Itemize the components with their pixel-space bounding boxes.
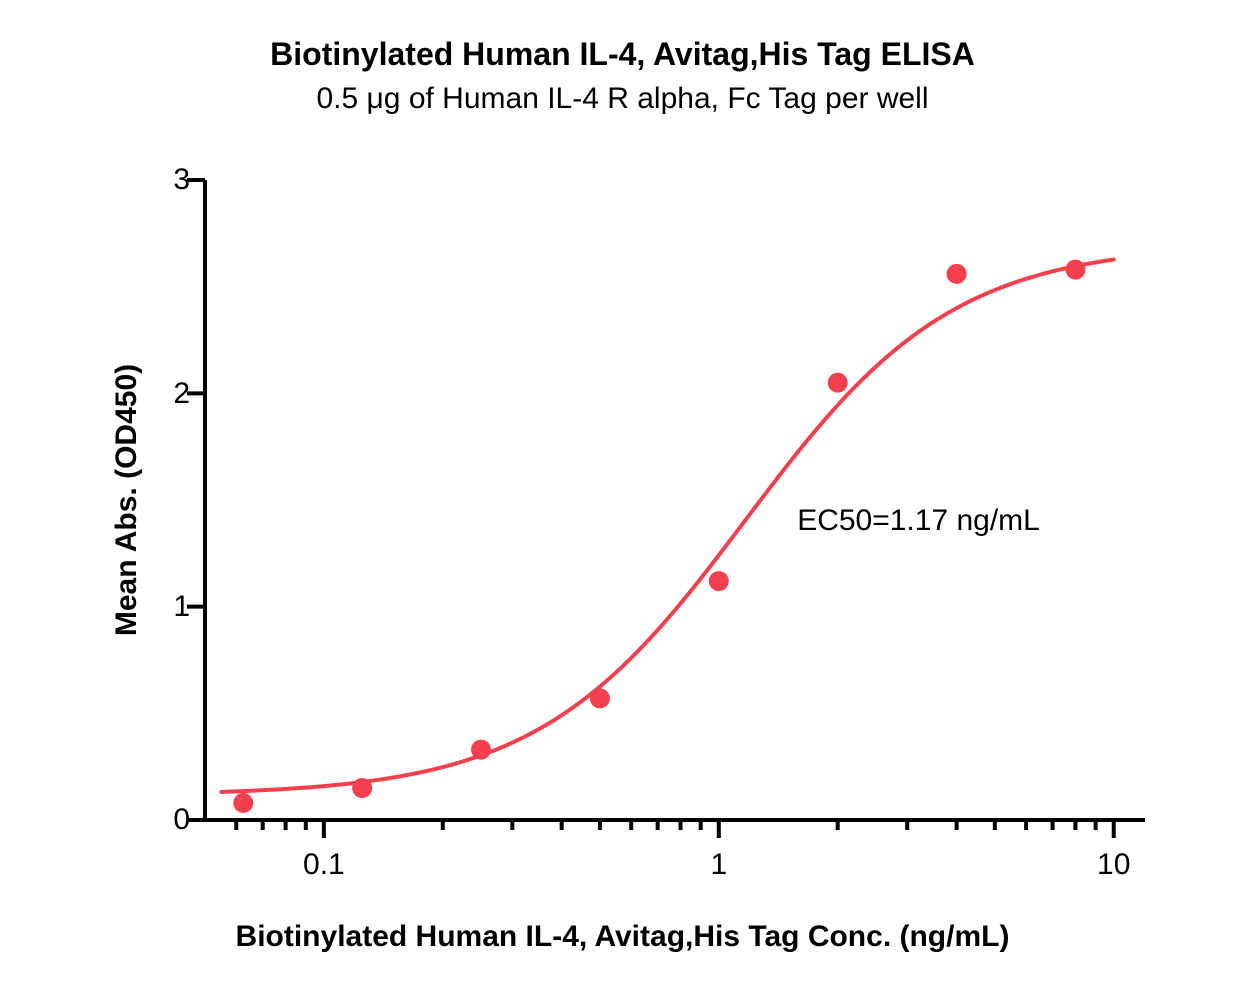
- data-point-3: [590, 688, 610, 708]
- data-point-4: [709, 571, 729, 591]
- xtick-label-1: 1: [679, 848, 759, 882]
- xtick-label-2: 10: [1074, 848, 1154, 882]
- ec50-annotation: EC50=1.17 ng/mL: [797, 504, 1040, 538]
- data-point-1: [352, 778, 372, 798]
- chart-title-main: Biotinylated Human IL-4, Avitag,His Tag …: [0, 36, 1245, 73]
- ytick-label-2: 2: [150, 377, 190, 411]
- data-point-6: [947, 264, 967, 284]
- data-point-7: [1065, 260, 1085, 280]
- data-point-0: [233, 793, 253, 813]
- plot-area: [205, 180, 1145, 820]
- y-axis-label: Mean Abs. (OD450): [110, 340, 144, 660]
- x-axis-label: Biotinylated Human IL-4, Avitag,His Tag …: [0, 920, 1245, 954]
- data-point-2: [471, 740, 491, 760]
- ytick-label-1: 1: [150, 590, 190, 624]
- ytick-label-3: 3: [150, 163, 190, 197]
- chart-title-sub: 0.5 μg of Human IL-4 R alpha, Fc Tag per…: [0, 82, 1245, 116]
- ytick-label-0: 0: [150, 803, 190, 837]
- data-point-5: [828, 373, 848, 393]
- elisa-chart: Biotinylated Human IL-4, Avitag,His Tag …: [0, 0, 1245, 993]
- xtick-label-0: 0.1: [284, 848, 364, 882]
